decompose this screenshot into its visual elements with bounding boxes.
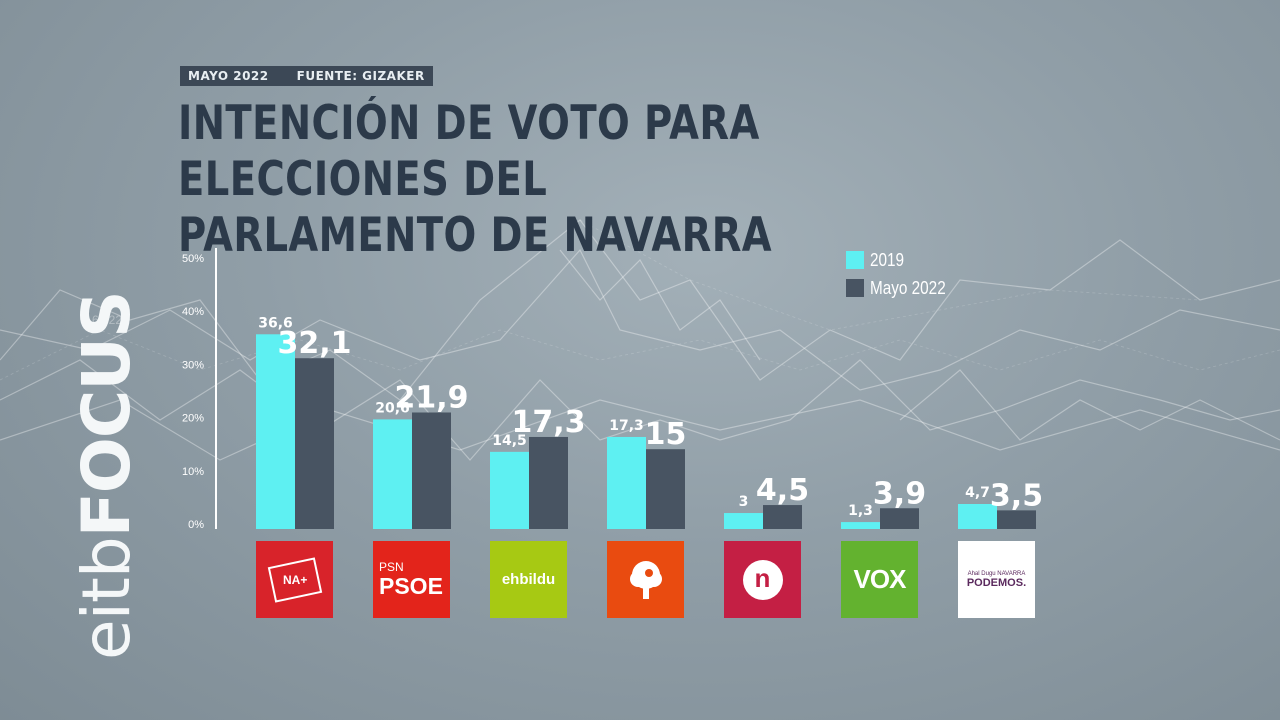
data-label-2019: 36,6 xyxy=(258,315,293,331)
legend-label-2022: Mayo 2022 xyxy=(870,277,946,298)
data-label-2022: 32,1 xyxy=(277,326,351,361)
y-tick-label: 0% xyxy=(188,519,204,531)
navarra-n-logo-text: n xyxy=(754,563,771,593)
navarra-n-logo-icon: n xyxy=(724,541,801,618)
bar-2022 xyxy=(529,436,568,529)
legend-swatch-2019 xyxy=(846,251,864,269)
na-plus-logo-shape: NA+ xyxy=(267,556,322,603)
data-label-2019: 17,3 xyxy=(609,418,644,434)
psn-psoe-logo-icon: PSN PSOE xyxy=(373,541,450,618)
tree-icon xyxy=(629,560,662,599)
y-tick-label: 10% xyxy=(182,466,204,478)
bar-2019 xyxy=(607,436,646,529)
bar-2019 xyxy=(958,503,997,529)
bar-2019 xyxy=(724,513,763,529)
bar-2019 xyxy=(373,419,412,529)
data-label-2019: 1,3 xyxy=(848,503,873,519)
data-label-2019: 14,5 xyxy=(492,433,527,449)
ehbildu-logo-text: ehbildu xyxy=(501,571,556,588)
data-label-2022: 4,5 xyxy=(756,473,809,508)
psoe-logo-text: PSOE xyxy=(379,572,443,599)
chart-title: INTENCIÓN DE VOTO PARA ELECCIONES DEL PA… xyxy=(178,96,916,264)
bar-2022 xyxy=(295,358,334,529)
na-plus-logo-text: NA+ xyxy=(282,572,307,587)
bar-2022 xyxy=(880,508,919,529)
data-label-2022: 3,5 xyxy=(990,478,1043,513)
y-tick-label: 30% xyxy=(182,359,204,371)
psn-logo-text: PSN xyxy=(379,559,404,574)
date-label: MAYO 2022 xyxy=(188,69,269,83)
data-label-2022: 3,9 xyxy=(873,476,926,511)
legend-item-2022: Mayo 2022 xyxy=(846,274,959,302)
y-tick-label: 40% xyxy=(182,306,204,318)
title-line-2: PARLAMENTO DE NAVARRA xyxy=(178,208,773,263)
data-label-2022: 15 xyxy=(645,417,687,452)
chart-legend: 2019 Mayo 2022 xyxy=(846,246,959,302)
podemos-logo-subtext: Ahal Dugu NAVARRA xyxy=(967,570,1026,577)
title-line-1: INTENCIÓN DE VOTO PARA ELECCIONES DEL xyxy=(178,96,760,207)
y-tick-label: 50% xyxy=(182,253,204,265)
bar-2019 xyxy=(841,522,880,529)
ehbildu-logo-icon: ehbildu xyxy=(490,541,567,618)
source-bar: MAYO 2022 FUENTE: GIZAKER xyxy=(180,66,433,86)
data-label-2022: 17,3 xyxy=(511,405,585,440)
data-label-2019: 4,7 xyxy=(965,485,990,501)
na-plus-logo-icon: NA+ xyxy=(256,541,333,618)
vox-logo-text: VOX xyxy=(853,564,907,594)
legend-item-2019: 2019 xyxy=(846,246,959,274)
y-tick-label: 20% xyxy=(182,413,204,425)
bar-2019 xyxy=(256,334,295,529)
bar-2022 xyxy=(763,505,802,529)
source-label: FUENTE: GIZAKER xyxy=(296,69,425,83)
bar-2022 xyxy=(997,510,1036,529)
navarra-n-circle: n xyxy=(742,559,783,600)
vox-logo-icon: VOX xyxy=(841,541,918,618)
bar-2022 xyxy=(646,449,685,529)
bar-2022 xyxy=(412,412,451,529)
background-label: 69.222 xyxy=(92,313,129,327)
legend-label-2019: 2019 xyxy=(870,249,905,270)
legend-swatch-2022 xyxy=(846,279,864,297)
data-label-2019: 3 xyxy=(739,494,749,510)
podemos-logo-text: PODEMOS. xyxy=(966,576,1027,589)
data-label-2019: 20,6 xyxy=(375,400,410,416)
podemos-logo-icon: Ahal Dugu NAVARRA PODEMOS. xyxy=(958,541,1035,618)
bar-2019 xyxy=(490,451,529,529)
geroa-bai-tree-logo-icon xyxy=(607,541,684,618)
data-label-2022: 21,9 xyxy=(394,380,468,415)
